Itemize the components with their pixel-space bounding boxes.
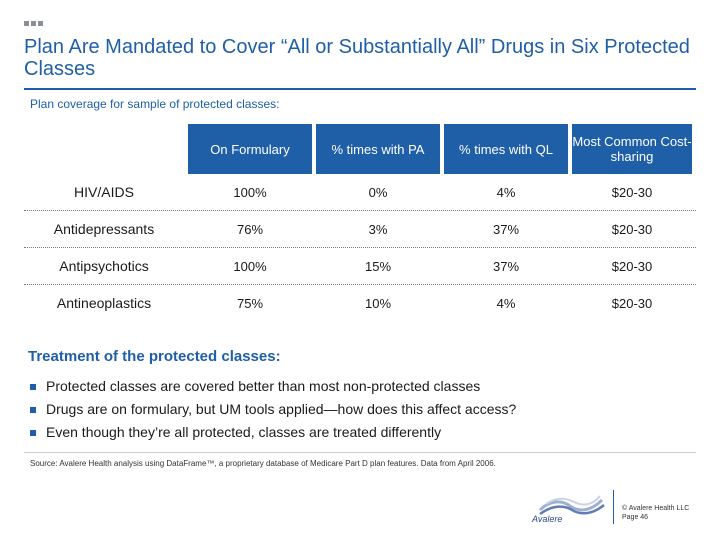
bullet-square-icon: [30, 429, 36, 436]
header-ql: % times with QL: [444, 124, 568, 174]
table-body: HIV/AIDS 100% 0% 4% $20-30 Antidepressan…: [24, 174, 696, 321]
bullet-text: Even though they’re all protected, class…: [46, 424, 442, 440]
page-number: Page 46: [622, 514, 649, 521]
table-row: Antineoplastics 75% 10% 4% $20-30: [24, 285, 696, 321]
header-blank-cell: [24, 124, 184, 174]
wave-logo-icon: [538, 495, 605, 516]
bullet-item: Even though they’re all protected, class…: [30, 421, 516, 444]
bullet-square-icon: [30, 406, 36, 413]
cell-pa: 10%: [364, 295, 392, 311]
row-class-name: Antipsychotics: [59, 258, 149, 274]
cell-cost-sharing: $20-30: [611, 258, 653, 274]
cell-on-formulary: 100%: [233, 258, 267, 274]
cell-on-formulary: 76%: [236, 221, 264, 237]
treatment-bullet-list: Protected classes are covered better tha…: [30, 375, 516, 444]
table-row: HIV/AIDS 100% 0% 4% $20-30: [24, 174, 696, 211]
copyright-text: © Avalere Health LLC: [622, 505, 690, 512]
slide-title: Plan Are Mandated to Cover “All or Subst…: [24, 36, 690, 80]
header-pa: % times with PA: [316, 124, 440, 174]
row-class-name: HIV/AIDS: [74, 184, 134, 200]
table-header-row: On Formulary % times with PA % times wit…: [24, 124, 696, 174]
treatment-heading: Treatment of the protected classes:: [28, 348, 281, 365]
bullet-text: Protected classes are covered better tha…: [46, 378, 481, 394]
table-caption: Plan coverage for sample of protected cl…: [30, 97, 280, 111]
table-row: Antipsychotics 100% 15% 37% $20-30: [24, 248, 696, 285]
avalere-logo: Avalere: [532, 494, 605, 524]
header-on-formulary: On Formulary: [188, 124, 312, 174]
cell-ql: 4%: [496, 184, 516, 200]
bullet-square-icon: [30, 383, 36, 390]
cell-ql: 37%: [492, 258, 520, 274]
cell-on-formulary: 100%: [233, 184, 267, 200]
cell-ql: 37%: [492, 221, 520, 237]
cell-cost-sharing: $20-30: [611, 295, 653, 311]
bullet-text: Drugs are on formulary, but UM tools app…: [46, 401, 517, 417]
source-note: Source: Avalere Health analysis using Da…: [30, 459, 496, 468]
footer-divider: [613, 490, 614, 524]
decorative-dots: [24, 21, 43, 26]
title-rule: [24, 88, 696, 90]
logo-wordmark: Avalere: [532, 514, 563, 524]
cell-on-formulary: 75%: [236, 295, 264, 311]
cell-pa: 3%: [368, 221, 388, 237]
bullet-item: Protected classes are covered better tha…: [30, 375, 516, 398]
table-row: Antidepressants 76% 3% 37% $20-30: [24, 211, 696, 248]
cell-ql: 4%: [496, 295, 516, 311]
coverage-table: On Formulary % times with PA % times wit…: [24, 124, 696, 321]
row-class-name: Antidepressants: [53, 221, 155, 237]
footer-rule: [24, 452, 696, 453]
row-class-name: Antineoplastics: [56, 295, 152, 311]
header-cost-sharing: Most Common Cost-sharing: [572, 124, 692, 174]
cell-cost-sharing: $20-30: [611, 184, 653, 200]
bullet-item: Drugs are on formulary, but UM tools app…: [30, 398, 516, 421]
cell-cost-sharing: $20-30: [611, 221, 653, 237]
copyright-block: © Avalere Health LLC Page 46: [622, 504, 689, 522]
cell-pa: 15%: [364, 258, 392, 274]
cell-pa: 0%: [368, 184, 388, 200]
